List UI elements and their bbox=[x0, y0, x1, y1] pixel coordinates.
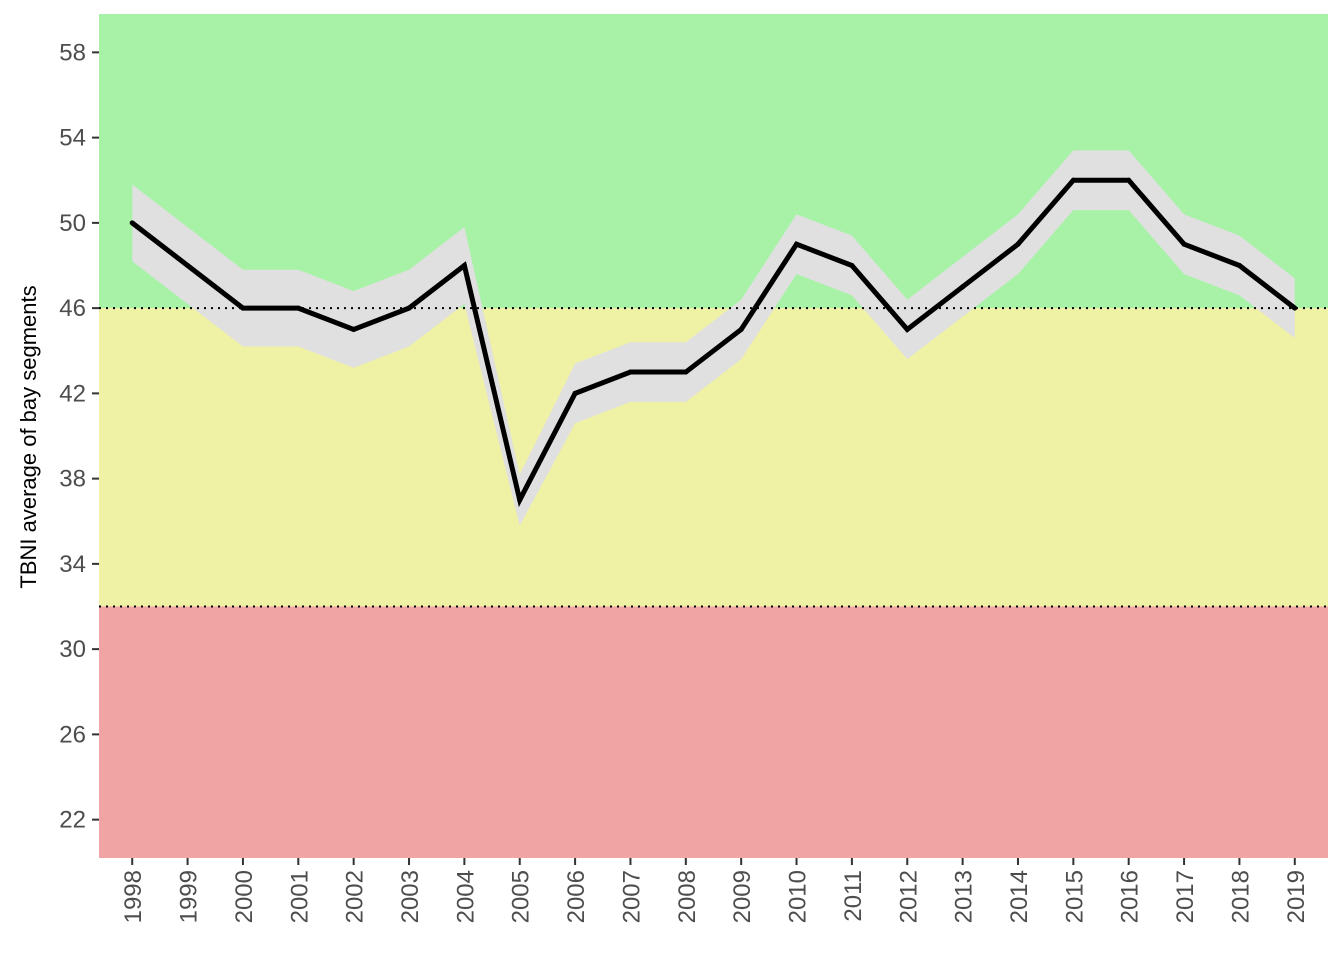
y-tick-label-54: 54 bbox=[59, 125, 86, 152]
data-point-2003 bbox=[406, 305, 412, 311]
data-point-2014 bbox=[1015, 241, 1021, 247]
data-point-2010 bbox=[794, 241, 800, 247]
x-tick-label-2005: 2005 bbox=[508, 870, 535, 923]
x-tick-label-2008: 2008 bbox=[674, 870, 701, 923]
y-tick-label-42: 42 bbox=[59, 380, 86, 407]
zone-0 bbox=[99, 14, 1328, 309]
x-tick-label-2004: 2004 bbox=[452, 870, 479, 923]
x-tick-label-2000: 2000 bbox=[231, 870, 258, 923]
data-point-1999 bbox=[185, 262, 191, 268]
x-tick-label-2001: 2001 bbox=[286, 870, 313, 923]
data-point-2005 bbox=[517, 497, 523, 503]
data-point-2012 bbox=[904, 326, 910, 332]
threshold-zones bbox=[99, 14, 1328, 858]
x-tick-label-2007: 2007 bbox=[618, 870, 645, 923]
confidence-band bbox=[132, 150, 1295, 526]
data-point-2004 bbox=[461, 262, 467, 268]
data-point-2009 bbox=[738, 326, 744, 332]
data-point-2015 bbox=[1070, 177, 1076, 183]
x-tick-label-2013: 2013 bbox=[951, 870, 978, 923]
data-point-2007 bbox=[627, 369, 633, 375]
x-tick-label-2003: 2003 bbox=[397, 870, 424, 923]
x-tick-label-1998: 1998 bbox=[120, 870, 147, 923]
x-tick-label-1999: 1999 bbox=[176, 870, 203, 923]
data-point-2013 bbox=[960, 284, 966, 290]
x-tick-label-2011: 2011 bbox=[840, 870, 867, 922]
x-axis: 1998 1999 2000 2001 2002 2003 2004 2005 2006 2007… bbox=[120, 858, 1310, 923]
x-tick-label-2010: 2010 bbox=[785, 870, 812, 923]
y-tick-label-38: 38 bbox=[59, 466, 86, 493]
x-tick-label-2015: 2015 bbox=[1061, 870, 1088, 923]
data-point-2016 bbox=[1126, 177, 1132, 183]
data-point-1998 bbox=[129, 220, 135, 226]
x-tick-label-2012: 2012 bbox=[895, 870, 922, 923]
x-tick-label-2006: 2006 bbox=[563, 870, 590, 923]
data-point-2018 bbox=[1236, 262, 1242, 268]
y-tick-label-34: 34 bbox=[59, 551, 86, 578]
y-tick-label-30: 30 bbox=[59, 636, 86, 663]
y-tick-label-46: 46 bbox=[59, 295, 86, 322]
x-tick-label-2014: 2014 bbox=[1006, 870, 1033, 923]
series-line-layer bbox=[129, 177, 1298, 508]
data-point-2019 bbox=[1292, 305, 1298, 311]
y-tick-label-50: 50 bbox=[59, 210, 86, 237]
x-tick-label-2016: 2016 bbox=[1117, 870, 1144, 923]
series-line bbox=[130, 177, 1297, 508]
x-tick-label-2002: 2002 bbox=[342, 870, 369, 923]
data-point-2008 bbox=[683, 369, 689, 375]
data-point-2017 bbox=[1181, 241, 1187, 247]
data-point-2000 bbox=[240, 305, 246, 311]
x-tick-label-2018: 2018 bbox=[1227, 870, 1254, 923]
data-point-2011 bbox=[849, 262, 855, 268]
data-point-2002 bbox=[351, 326, 357, 332]
y-tick-label-58: 58 bbox=[59, 39, 86, 66]
data-point-2001 bbox=[295, 305, 301, 311]
x-tick-label-2019: 2019 bbox=[1283, 870, 1310, 923]
y-axis-title: TBNI average of bay segments bbox=[16, 285, 41, 588]
x-tick-label-2017: 2017 bbox=[1172, 870, 1199, 923]
zone-2 bbox=[99, 606, 1328, 858]
y-tick-label-26: 26 bbox=[59, 721, 86, 748]
confidence-band-layer bbox=[132, 150, 1295, 526]
y-axis: 22 26 30 34 38 42 46 50 54 58 bbox=[59, 39, 99, 834]
data-point-2006 bbox=[572, 390, 578, 396]
y-tick-label-22: 22 bbox=[59, 807, 86, 834]
x-tick-label-2009: 2009 bbox=[729, 870, 756, 923]
